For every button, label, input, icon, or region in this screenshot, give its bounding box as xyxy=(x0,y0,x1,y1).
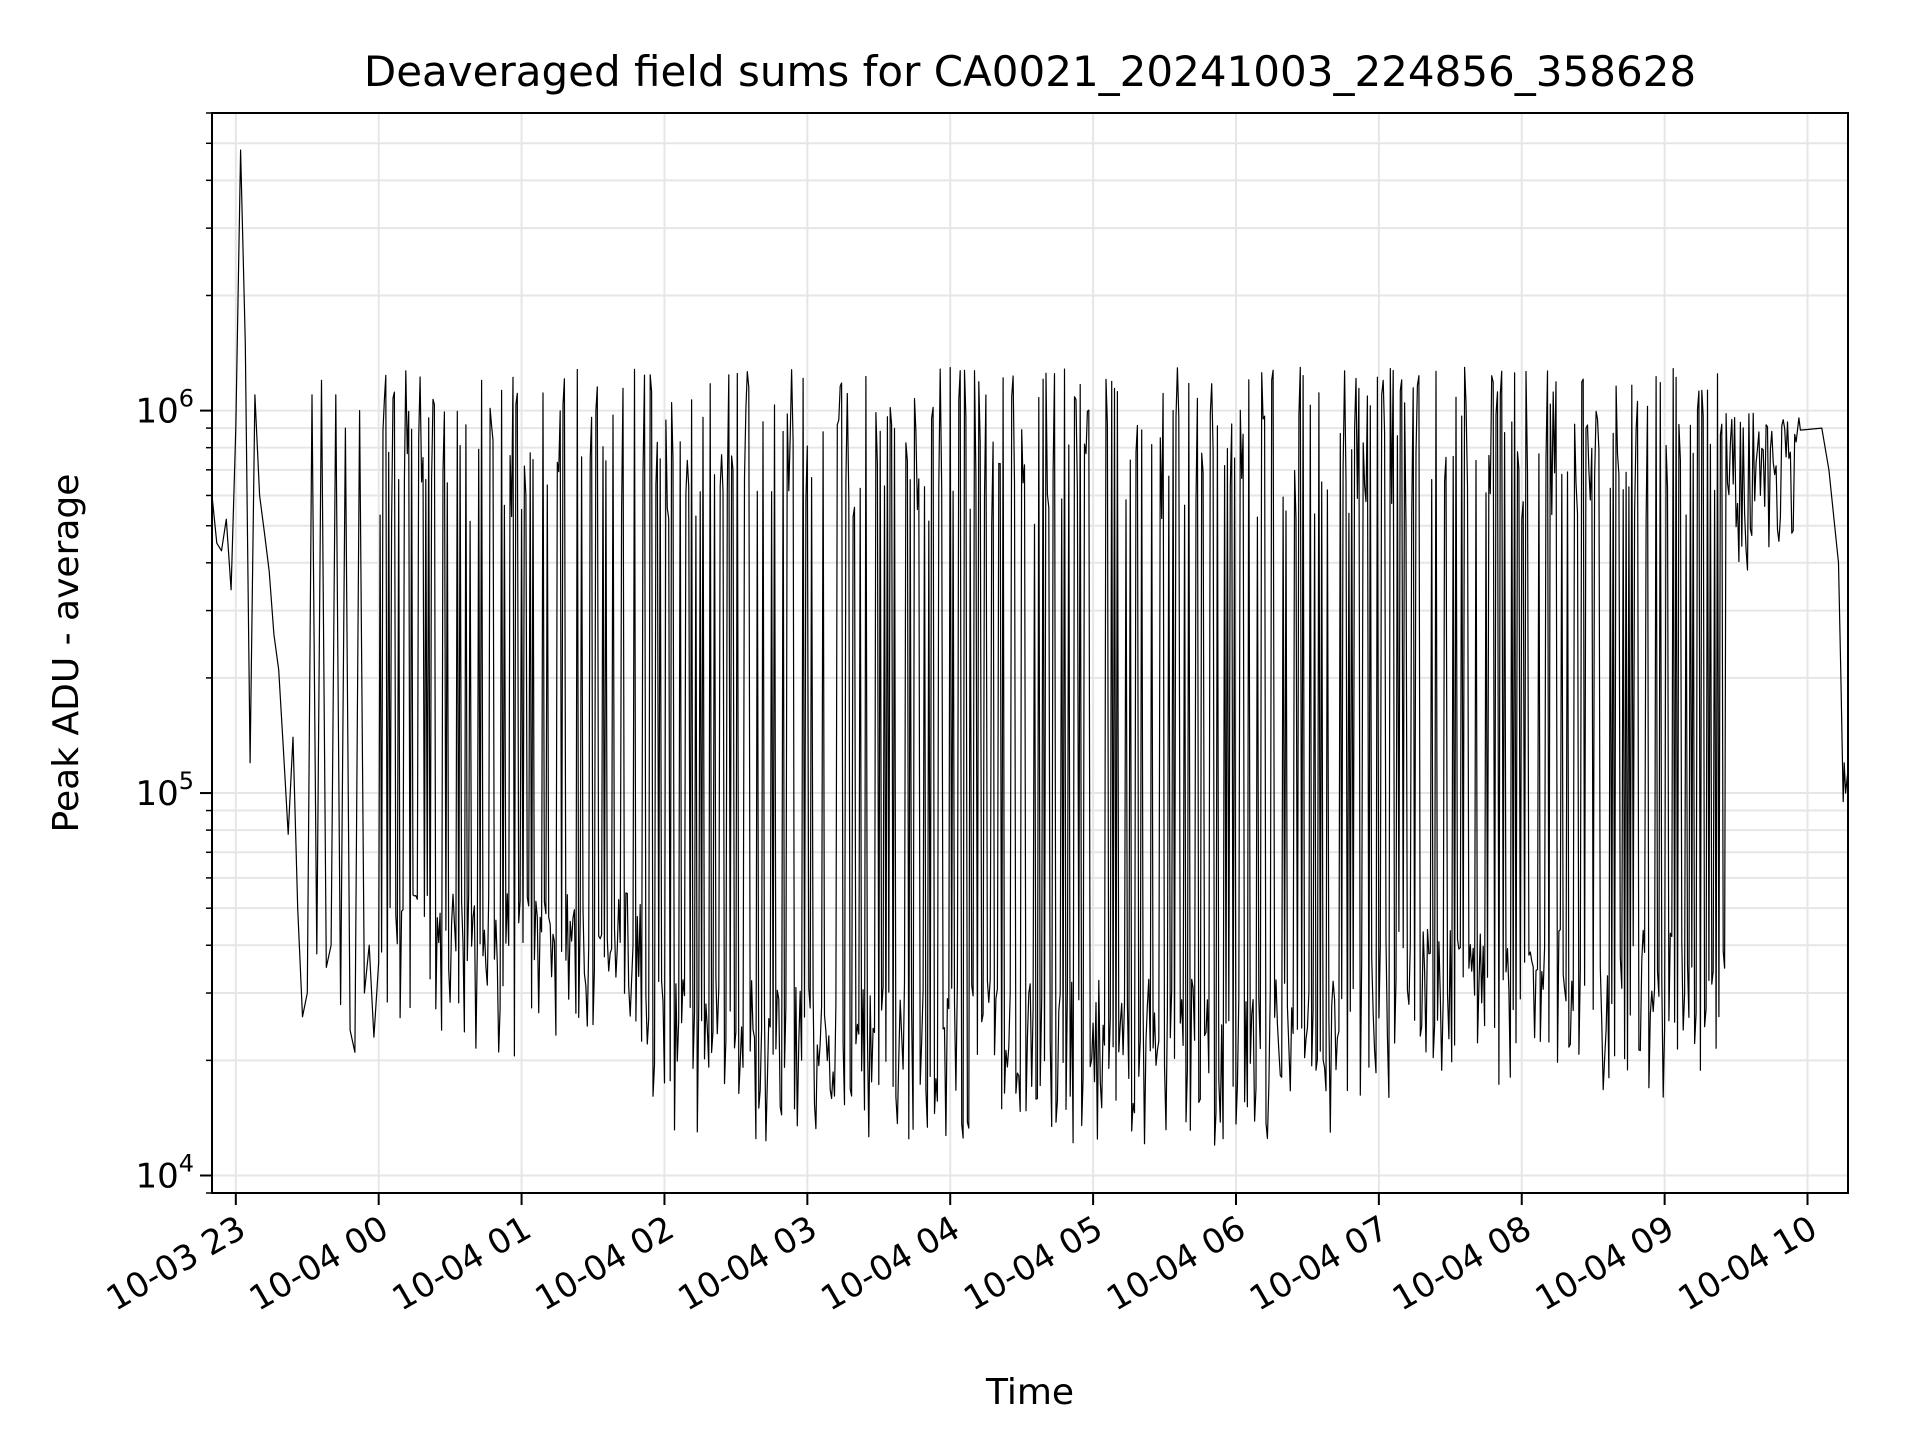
y-tick-base: 10 xyxy=(135,392,178,432)
chart-title: Deaveraged field sums for CA0021_2024100… xyxy=(364,47,1696,96)
y-tick-exponent: 4 xyxy=(179,1150,194,1178)
y-axis-label: Peak ADU - average xyxy=(46,474,87,833)
plot-frame xyxy=(211,112,1849,1194)
y-tick-base: 10 xyxy=(135,774,178,814)
y-tick-label: 105 xyxy=(135,767,194,814)
y-tick-exponent: 6 xyxy=(179,385,194,413)
y-tick-exponent: 5 xyxy=(179,767,194,795)
y-tick-label: 104 xyxy=(135,1150,194,1197)
y-tick-label: 106 xyxy=(135,385,194,432)
series-line xyxy=(211,149,1849,1146)
x-axis-label: Time xyxy=(985,1372,1074,1413)
y-tick-base: 10 xyxy=(135,1157,178,1197)
